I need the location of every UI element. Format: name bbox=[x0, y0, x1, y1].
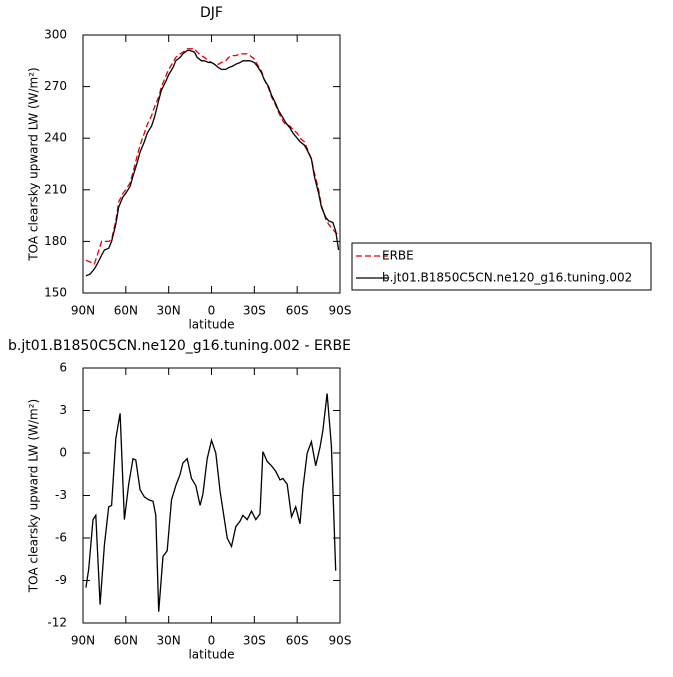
data-line bbox=[85, 393, 337, 612]
plot-frame bbox=[82, 34, 341, 294]
x-tick-label: 90N bbox=[71, 304, 95, 318]
y-tick-label: 6 bbox=[59, 361, 67, 375]
y-tick-label: 150 bbox=[44, 286, 67, 300]
y-tick-label: -6 bbox=[55, 531, 67, 545]
x-tick-label: 60N bbox=[114, 634, 138, 648]
x-tick-label: 0 bbox=[208, 634, 216, 648]
y-tick-label: -9 bbox=[55, 573, 67, 587]
x-tick-label: 30N bbox=[157, 634, 181, 648]
x-axis-label: latitude bbox=[188, 318, 234, 332]
data-line bbox=[85, 49, 340, 277]
x-axis-label: latitude bbox=[188, 648, 234, 662]
y-tick-label: 180 bbox=[44, 234, 67, 248]
x-tick-label: 30S bbox=[243, 634, 266, 648]
x-tick-label: 90S bbox=[329, 304, 352, 318]
y-tick-label: 0 bbox=[59, 446, 67, 460]
x-tick-label: 0 bbox=[208, 304, 216, 318]
y-tick-label: -12 bbox=[47, 616, 67, 630]
y-tick-label: 270 bbox=[44, 79, 67, 93]
x-tick-label: 90N bbox=[71, 634, 95, 648]
y-tick-label: 3 bbox=[59, 403, 67, 417]
chart-title: b.jt01.B1850C5CN.ne120_g16.tuning.002 - … bbox=[8, 338, 351, 354]
x-tick-label: 30N bbox=[157, 304, 181, 318]
y-tick-label: -3 bbox=[55, 488, 67, 502]
y-axis-label: TOA clearsky upward LW (W/m²) bbox=[27, 67, 41, 261]
legend-label: b.jt01.B1850C5CN.ne120_g16.tuning.002 bbox=[382, 271, 632, 285]
plot-frame bbox=[82, 367, 341, 624]
x-tick-label: 60N bbox=[114, 304, 138, 318]
y-tick-label: 240 bbox=[44, 131, 67, 145]
chart-title: DJF bbox=[200, 5, 223, 21]
x-tick-label: 60S bbox=[286, 304, 309, 318]
x-tick-label: 30S bbox=[243, 304, 266, 318]
legend-box bbox=[351, 242, 652, 291]
x-tick-label: 90S bbox=[329, 634, 352, 648]
y-tick-label: 210 bbox=[44, 182, 67, 196]
y-axis-label: TOA clearsky upward LW (W/m²) bbox=[27, 399, 41, 593]
x-tick-label: 60S bbox=[286, 634, 309, 648]
legend-label: ERBE bbox=[382, 249, 414, 263]
y-tick-label: 300 bbox=[44, 28, 67, 42]
data-line bbox=[85, 48, 339, 265]
